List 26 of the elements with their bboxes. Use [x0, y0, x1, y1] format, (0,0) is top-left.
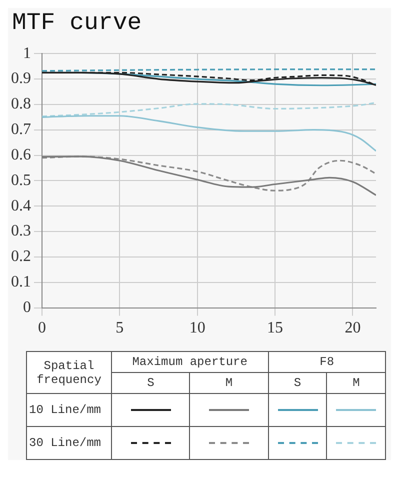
y-tick-label: 0.1: [11, 274, 31, 291]
y-tick-label: 0.8: [11, 96, 31, 113]
y-tick-label: 0.5: [11, 172, 31, 189]
y-tick-label: 0.3: [11, 222, 31, 240]
text: Spatial frequency: [26, 352, 112, 394]
x-tick-label: 10: [189, 320, 206, 337]
text: 10 Line/mm: [26, 394, 112, 426]
text: S: [112, 372, 190, 394]
y-tick-label: 0.7: [11, 121, 31, 138]
text: M: [326, 372, 386, 394]
x-tick-label: 0: [38, 320, 46, 337]
text: M: [190, 372, 268, 394]
y-tick-label: 0.6: [11, 146, 31, 164]
y-tick-label: 0.2: [11, 248, 31, 266]
x-tick-label: 15: [267, 320, 284, 337]
y-tick-label: 1: [23, 44, 31, 62]
x-tick-label: 5: [116, 320, 124, 337]
y-tick-label: 0.9: [11, 70, 31, 88]
x-tick-label: 20: [344, 320, 361, 337]
y-tick-label: 0: [23, 299, 31, 316]
text: S: [268, 372, 327, 394]
text: Maximum aperture: [112, 352, 268, 372]
text: F8: [268, 352, 386, 372]
y-tick-label: 0.4: [11, 197, 31, 214]
text: 30 Line/mm: [26, 426, 112, 460]
chart-title: MTF curve: [11, 9, 143, 39]
